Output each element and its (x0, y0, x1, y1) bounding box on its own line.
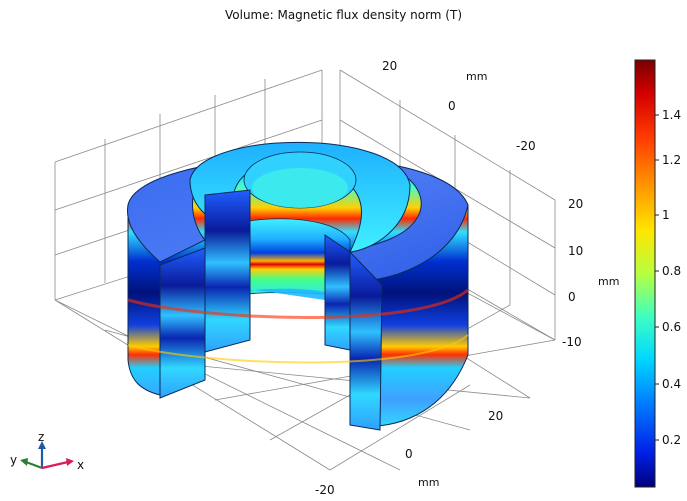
colorbar-tick-label: 1 (662, 208, 670, 222)
z-axis-unit: mm (598, 275, 619, 288)
magnet-assembly[interactable] (126, 141, 469, 431)
z-tick-label: -10 (562, 335, 582, 349)
x-axis-unit: mm (418, 476, 439, 489)
x-tick-label: 20 (488, 409, 503, 423)
colorbar-tick-label: 0.8 (662, 264, 681, 278)
x-axis-arrow (41, 460, 69, 470)
y-axis-arrow (25, 460, 43, 470)
colorbar-tick-label: 1.4 (662, 108, 681, 122)
triad-y-label: y (10, 453, 17, 467)
triad-x-label: x (77, 458, 84, 472)
y-tick-label: 0 (448, 99, 456, 113)
right-cut-face-inner (324, 234, 351, 351)
colorbar-tick-label: 1.2 (662, 153, 681, 167)
right-cut-face-outer (349, 250, 383, 431)
colorbar-tick-label: 0.6 (662, 320, 681, 334)
x-tick-label: 0 (405, 447, 413, 461)
axis-triad: z x y (10, 430, 84, 472)
colorbar-gradient (634, 59, 656, 488)
left-cut-face-inner (204, 189, 251, 353)
y-tick-label: -20 (516, 139, 536, 153)
left-cut-face-outer (159, 247, 206, 399)
z-tick-label: 0 (568, 290, 576, 304)
x-tick-label: -20 (315, 483, 335, 497)
z-tick-label: 20 (568, 197, 583, 211)
colorbar-tick-label: 0.4 (662, 377, 681, 391)
z-tick-label: 10 (568, 244, 583, 258)
colorbar: 1.4 1.2 1 0.8 0.6 0.4 0.2 (634, 59, 681, 488)
triad-z-label: z (38, 430, 44, 444)
colorbar-tick-label: 0.2 (662, 433, 681, 447)
y-axis-unit: mm (466, 70, 487, 83)
plot-title: Volume: Magnetic flux density norm (T) (224, 8, 462, 22)
y-tick-label: 20 (382, 59, 397, 73)
